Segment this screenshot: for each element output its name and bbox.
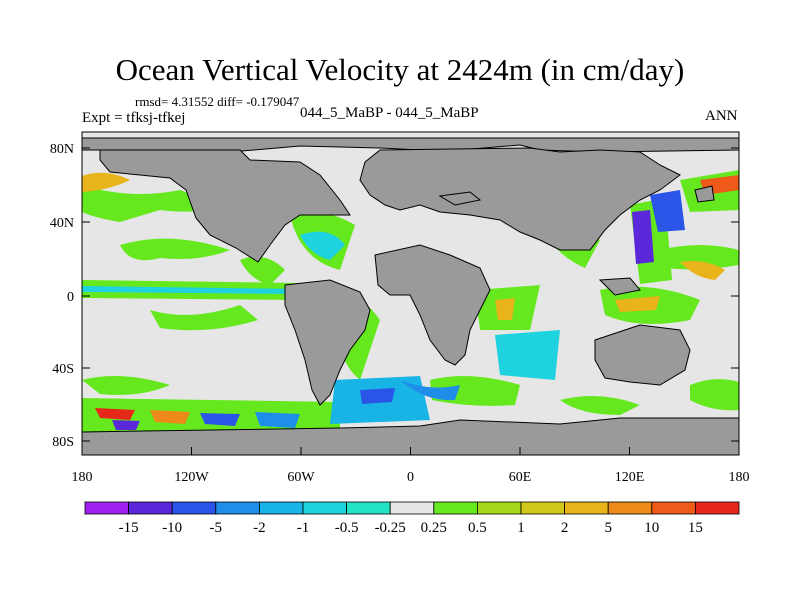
patch — [150, 410, 190, 424]
colorbar-swatch — [433, 501, 478, 515]
colorbar-swatch — [476, 501, 522, 515]
map-field — [82, 132, 739, 455]
patch — [400, 380, 460, 401]
stats-text: rmsd= 4.31552 diff= -0.179047 — [135, 94, 300, 109]
lon-label: 60E — [509, 470, 532, 485]
lat-label: 80S — [52, 435, 74, 450]
patch — [200, 413, 240, 426]
island — [694, 185, 715, 203]
colorbar-swatch — [302, 501, 347, 515]
colorbar-swatch — [258, 501, 304, 515]
patch — [495, 330, 560, 380]
patch — [82, 286, 300, 294]
colorbar-label: 5 — [604, 520, 612, 536]
antarctica — [82, 417, 739, 455]
patch — [632, 210, 654, 264]
colorbar-swatch — [128, 501, 173, 515]
season-text: ANN — [705, 108, 738, 124]
lon-label: 120E — [615, 470, 645, 485]
indonesia — [598, 277, 641, 296]
map-title: Ocean Vertical Velocity at 2424m (in cm/… — [115, 52, 685, 87]
colorbar-swatch — [84, 501, 129, 515]
patch — [255, 412, 300, 428]
colorbar-swatch — [215, 501, 260, 515]
patch — [300, 231, 345, 260]
patch — [112, 420, 140, 430]
patch — [82, 376, 170, 395]
colorbar-label: 10 — [644, 520, 659, 536]
lon-label: 180 — [729, 470, 750, 485]
patch — [150, 305, 258, 331]
colorbar-swatch — [520, 501, 565, 515]
colorbar-label: -10 — [162, 520, 182, 536]
colorbar-label: -2 — [253, 520, 266, 536]
eurasia — [359, 147, 681, 251]
lat-ticks — [82, 147, 739, 442]
colorbar-label: -1 — [297, 520, 310, 536]
patch — [120, 238, 230, 261]
lat-label: 40S — [52, 362, 74, 377]
patch — [495, 298, 515, 320]
colorbar-label: -0.5 — [335, 520, 359, 536]
colorbar-swatch — [389, 501, 435, 515]
patch — [680, 261, 725, 280]
colorbar-swatch — [607, 501, 653, 515]
experiment-text: Expt = tfksj-tfkej — [82, 110, 186, 126]
lon-label: 0 — [407, 470, 414, 485]
land-masses — [82, 137, 739, 455]
patch — [560, 396, 640, 415]
colorbar-label: 1 — [517, 520, 525, 536]
lat-label: 80N — [50, 142, 74, 157]
colorbar-label: 0.5 — [468, 520, 487, 536]
colorbar-swatch — [171, 501, 217, 515]
lon-ticks — [81, 447, 740, 455]
colorbar-label: 2 — [561, 520, 569, 536]
south-america — [284, 279, 371, 406]
lat-label: 0 — [67, 290, 74, 305]
patch — [660, 245, 739, 270]
colorbar-swatch — [651, 501, 696, 515]
patch — [650, 190, 685, 232]
colorbar-label: 15 — [688, 520, 703, 536]
lon-label: 60W — [287, 470, 315, 485]
north-america — [99, 149, 351, 263]
patch — [240, 256, 285, 285]
patch — [95, 408, 135, 420]
australia — [594, 324, 691, 386]
patch — [360, 388, 395, 404]
colorbar-label: -0.25 — [375, 520, 406, 536]
colorbar-swatch — [695, 501, 740, 515]
island — [438, 191, 482, 206]
colorbar-label: 0.25 — [421, 520, 447, 536]
lon-label: 120W — [174, 470, 209, 485]
colorbar: -15 -10 -5 -2 -1 -0.5 -0.25 0.25 0.5 1 2 5 10 15 — [84, 501, 740, 536]
colorbar-label: -5 — [210, 520, 223, 536]
cases-text: 044_5_MaBP - 044_5_MaBP — [300, 105, 479, 121]
lon-label: 180 — [72, 470, 93, 485]
lat-label: 40N — [50, 216, 74, 231]
colorbar-label: -15 — [119, 520, 139, 536]
patch — [690, 379, 739, 411]
patch — [82, 172, 130, 192]
africa — [374, 244, 491, 366]
colorbar-swatch — [564, 501, 609, 515]
patch — [82, 185, 220, 222]
colorbar-swatch — [346, 501, 391, 515]
patch — [615, 296, 660, 312]
